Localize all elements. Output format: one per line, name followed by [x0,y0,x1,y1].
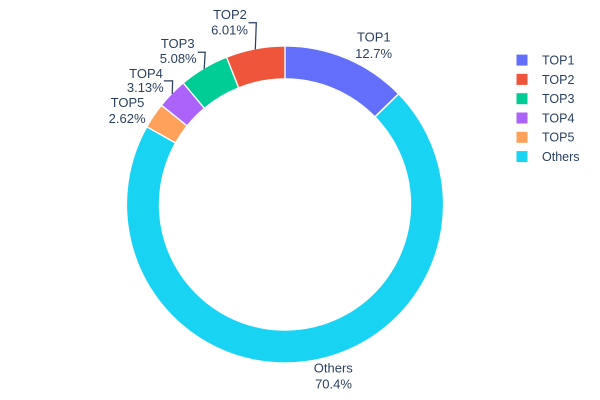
svg-text:TOP2: TOP2 [213,7,247,22]
svg-text:12.7%: 12.7% [355,46,392,61]
svg-text:TOP4: TOP4 [542,111,574,125]
svg-text:6.01%: 6.01% [211,23,248,38]
svg-text:TOP2: TOP2 [542,73,574,87]
svg-text:Others: Others [542,150,580,164]
svg-text:3.13%: 3.13% [127,80,164,95]
svg-text:TOP1: TOP1 [542,54,574,68]
svg-text:TOP3: TOP3 [542,92,574,106]
svg-text:2.62%: 2.62% [109,111,146,126]
svg-text:TOP1: TOP1 [357,30,391,45]
svg-text:70.4%: 70.4% [315,377,352,392]
svg-text:TOP5: TOP5 [111,95,145,110]
svg-text:TOP4: TOP4 [129,66,163,81]
svg-text:TOP3: TOP3 [161,36,195,51]
svg-text:TOP5: TOP5 [542,131,574,145]
svg-text:Others: Others [314,361,354,376]
svg-text:5.08%: 5.08% [160,51,197,66]
